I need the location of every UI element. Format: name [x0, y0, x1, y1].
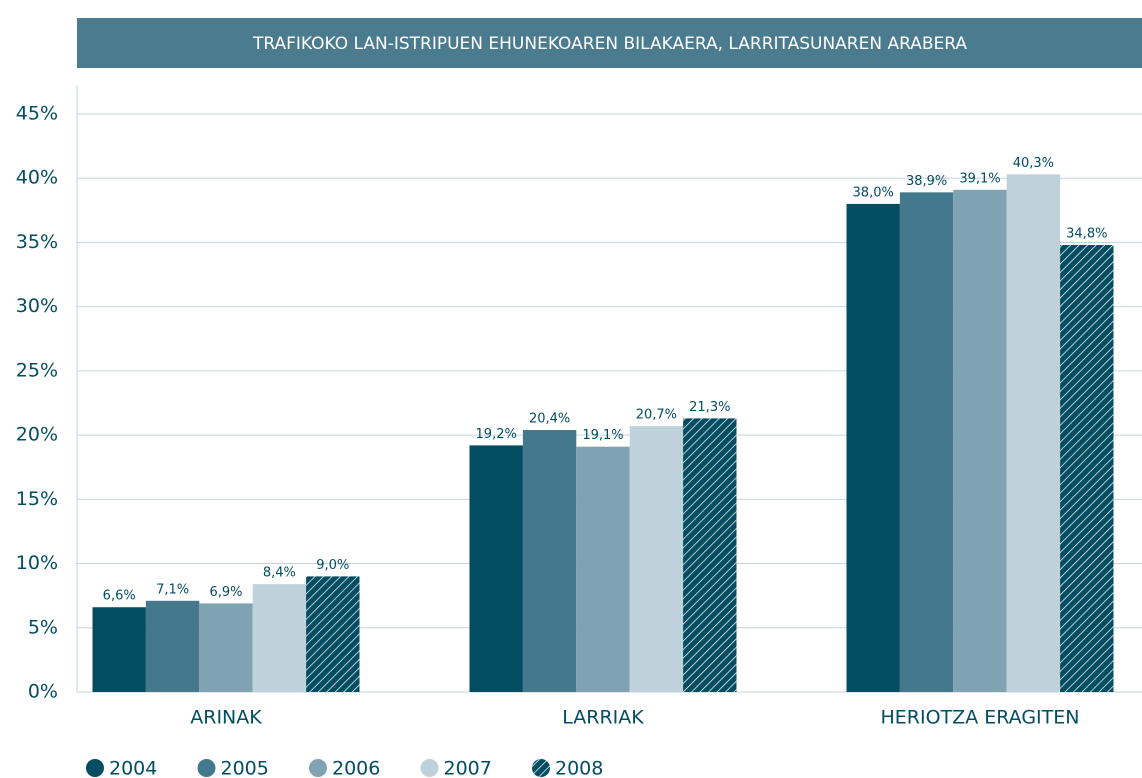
y-tick-label: 30%	[16, 295, 58, 317]
bar	[252, 584, 307, 692]
y-tick-label: 20%	[16, 424, 58, 446]
y-tick-label: 35%	[16, 231, 58, 253]
chart-title: TRAFIKOKO LAN-ISTRIPUEN EHUNEKOAREN BILA…	[252, 34, 967, 54]
y-tick-label: 15%	[16, 488, 58, 510]
y-tick-label: 45%	[16, 103, 58, 125]
value-label: 19,1%	[582, 428, 623, 443]
bar	[899, 192, 954, 692]
legend-label: 2006	[332, 758, 380, 778]
legend-swatch	[532, 759, 550, 777]
value-label: 34,8%	[1066, 227, 1107, 242]
legend-swatch	[86, 759, 104, 777]
bar	[683, 418, 737, 692]
value-label: 19,2%	[476, 427, 517, 442]
value-label: 6,9%	[209, 585, 242, 600]
value-label: 21,3%	[689, 400, 730, 415]
bar	[469, 445, 523, 692]
value-label: 39,1%	[959, 171, 1000, 186]
bar	[522, 429, 577, 692]
x-tick-label: HERIOTZA ERAGITEN	[881, 707, 1080, 729]
bar	[145, 600, 200, 692]
value-label: 9,0%	[316, 558, 349, 573]
bar	[1060, 245, 1114, 692]
bar	[576, 446, 630, 692]
legend-label: 2005	[221, 758, 269, 778]
value-label: 6,6%	[103, 589, 136, 604]
value-label: 20,7%	[636, 408, 677, 423]
value-label: 38,9%	[906, 174, 947, 189]
y-tick-label: 5%	[28, 616, 58, 638]
bar	[1006, 174, 1061, 692]
legend-swatch	[197, 759, 216, 777]
value-label: 7,1%	[156, 582, 189, 597]
legend-swatch	[420, 759, 439, 777]
value-label: 38,0%	[853, 185, 894, 200]
value-label: 8,4%	[263, 566, 296, 581]
bar	[953, 189, 1007, 692]
value-label: 40,3%	[1013, 156, 1054, 171]
y-tick-label: 0%	[28, 681, 58, 703]
y-tick-label: 40%	[16, 167, 58, 189]
title-banner	[77, 18, 1142, 68]
bar	[846, 203, 900, 692]
bar	[306, 576, 360, 692]
x-tick-label: LARRIAK	[562, 707, 644, 729]
legend-swatch	[309, 759, 327, 777]
y-tick-label: 25%	[16, 359, 58, 381]
y-tick-label: 10%	[16, 552, 58, 574]
bar	[92, 607, 146, 692]
legend-label: 2004	[109, 758, 157, 778]
x-tick-label: ARINAK	[190, 707, 262, 729]
legend-label: 2007	[444, 758, 492, 778]
bar	[629, 426, 684, 692]
bar	[199, 603, 253, 692]
value-label: 20,4%	[529, 411, 570, 426]
legend-label: 2008	[555, 758, 603, 778]
